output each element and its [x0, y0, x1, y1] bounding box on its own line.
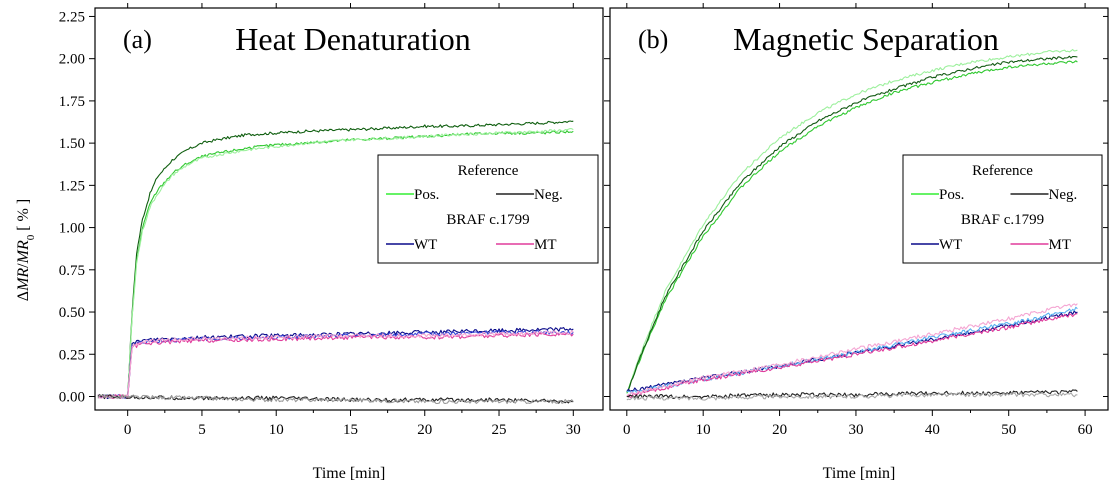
legend-entry-label: WT [939, 237, 962, 253]
y-tick-label: 0.75 [59, 263, 85, 279]
panel-title: Magnetic Separation [733, 21, 999, 57]
y-tick-label: 2.00 [59, 52, 85, 68]
panel-b: 0 10 20 30 40 50 60 Time [min] (b) Magnetic Separ… [604, 3, 1109, 482]
y-tick-label: 1.75 [59, 94, 85, 110]
panel-label: (b) [638, 25, 668, 54]
series-line-pos-0 [626, 48, 1078, 393]
legend-heading-reference: Reference [458, 163, 519, 179]
legend-entry-label: MT [1049, 237, 1072, 253]
series-group [626, 48, 1078, 401]
x-tick-label: 25 [492, 422, 507, 438]
x-tick-label: 10 [269, 422, 284, 438]
series-line-pos-2 [626, 55, 1078, 393]
panel-title: Heat Denaturation [235, 21, 470, 57]
x-tick-label: 10 [696, 422, 711, 438]
x-tick-label: 20 [772, 422, 787, 438]
y-tick-label: 1.00 [59, 221, 85, 237]
legend-heading-reference: Reference [972, 163, 1033, 179]
series-group [97, 120, 574, 405]
series-line-mt-5 [97, 332, 574, 399]
series-line-pos-0 [98, 120, 574, 399]
y-tick-label: 1.25 [59, 178, 85, 194]
y-tick-label: 0.50 [59, 305, 85, 321]
legend-entry-label: WT [414, 237, 437, 253]
y-axis-title-subscript: 0 [25, 234, 37, 240]
legend-box [377, 154, 599, 264]
series-line-mt-6 [97, 329, 574, 399]
legend-heading-target: BRAF c.1799 [446, 212, 529, 228]
series-line-mt-5 [626, 313, 1078, 398]
legend: Reference BRAF c.1799 Pos. Neg. WT MT [902, 154, 1103, 264]
y-axis-title-slash: / [15, 263, 32, 268]
x-tick-label: 20 [417, 422, 432, 438]
legend-box [902, 154, 1103, 264]
series-line-neg-8 [97, 394, 574, 405]
x-tick-label: 30 [566, 422, 581, 438]
legend-heading-target: BRAF c.1799 [961, 212, 1044, 228]
legend-entry-label: Pos. [414, 187, 439, 203]
x-tick-label: 0 [124, 422, 132, 438]
y-tick-label: 0.25 [59, 347, 85, 363]
y-tick-label: 1.50 [59, 136, 85, 152]
legend-entry-label: Pos. [939, 187, 964, 203]
series-line-pos-1 [626, 60, 1078, 394]
plot-frame [94, 7, 604, 411]
y-axis-title-mr: MR [15, 268, 32, 292]
y-tick-label: 2.25 [59, 9, 85, 25]
x-tick-label: 0 [623, 422, 631, 438]
plot-frame [609, 7, 1109, 411]
legend-entry-label: Neg. [1049, 187, 1078, 203]
y-axis-title-unit: [ % ] [15, 199, 32, 235]
y-axis-title-delta: Δ [15, 291, 32, 301]
series-line-mt-6 [626, 303, 1078, 398]
x-axis-title: Time [min] [313, 465, 386, 482]
series-line-neg-8 [626, 392, 1078, 401]
series-line-pos-2 [97, 127, 574, 399]
y-tick-label: 0.00 [59, 389, 85, 405]
x-tick-label: 30 [848, 422, 863, 438]
legend-entry-label: MT [534, 237, 557, 253]
y-axis-title: ΔMR/MR0 [ % ] [15, 199, 37, 301]
x-tick-label: 5 [198, 422, 206, 438]
legend-entry-label: Neg. [534, 187, 563, 203]
x-axis-title: Time [min] [823, 465, 896, 482]
x-tick-label: 50 [1001, 422, 1016, 438]
y-axis-title-mr0: MR [15, 240, 32, 264]
x-tick-label: 15 [343, 422, 358, 438]
x-tick-label: 60 [1078, 422, 1093, 438]
panel-label: (a) [123, 25, 152, 54]
legend: Reference BRAF c.1799 Pos. Neg. WT MT [377, 154, 599, 264]
panel-a: 0 5 10 15 20 25 30 0.00 0.25 0.50 0.75 1.00 1.25 1.50… [59, 3, 604, 482]
x-tick-label: 40 [925, 422, 940, 438]
series-line-neg-7 [626, 389, 1078, 400]
